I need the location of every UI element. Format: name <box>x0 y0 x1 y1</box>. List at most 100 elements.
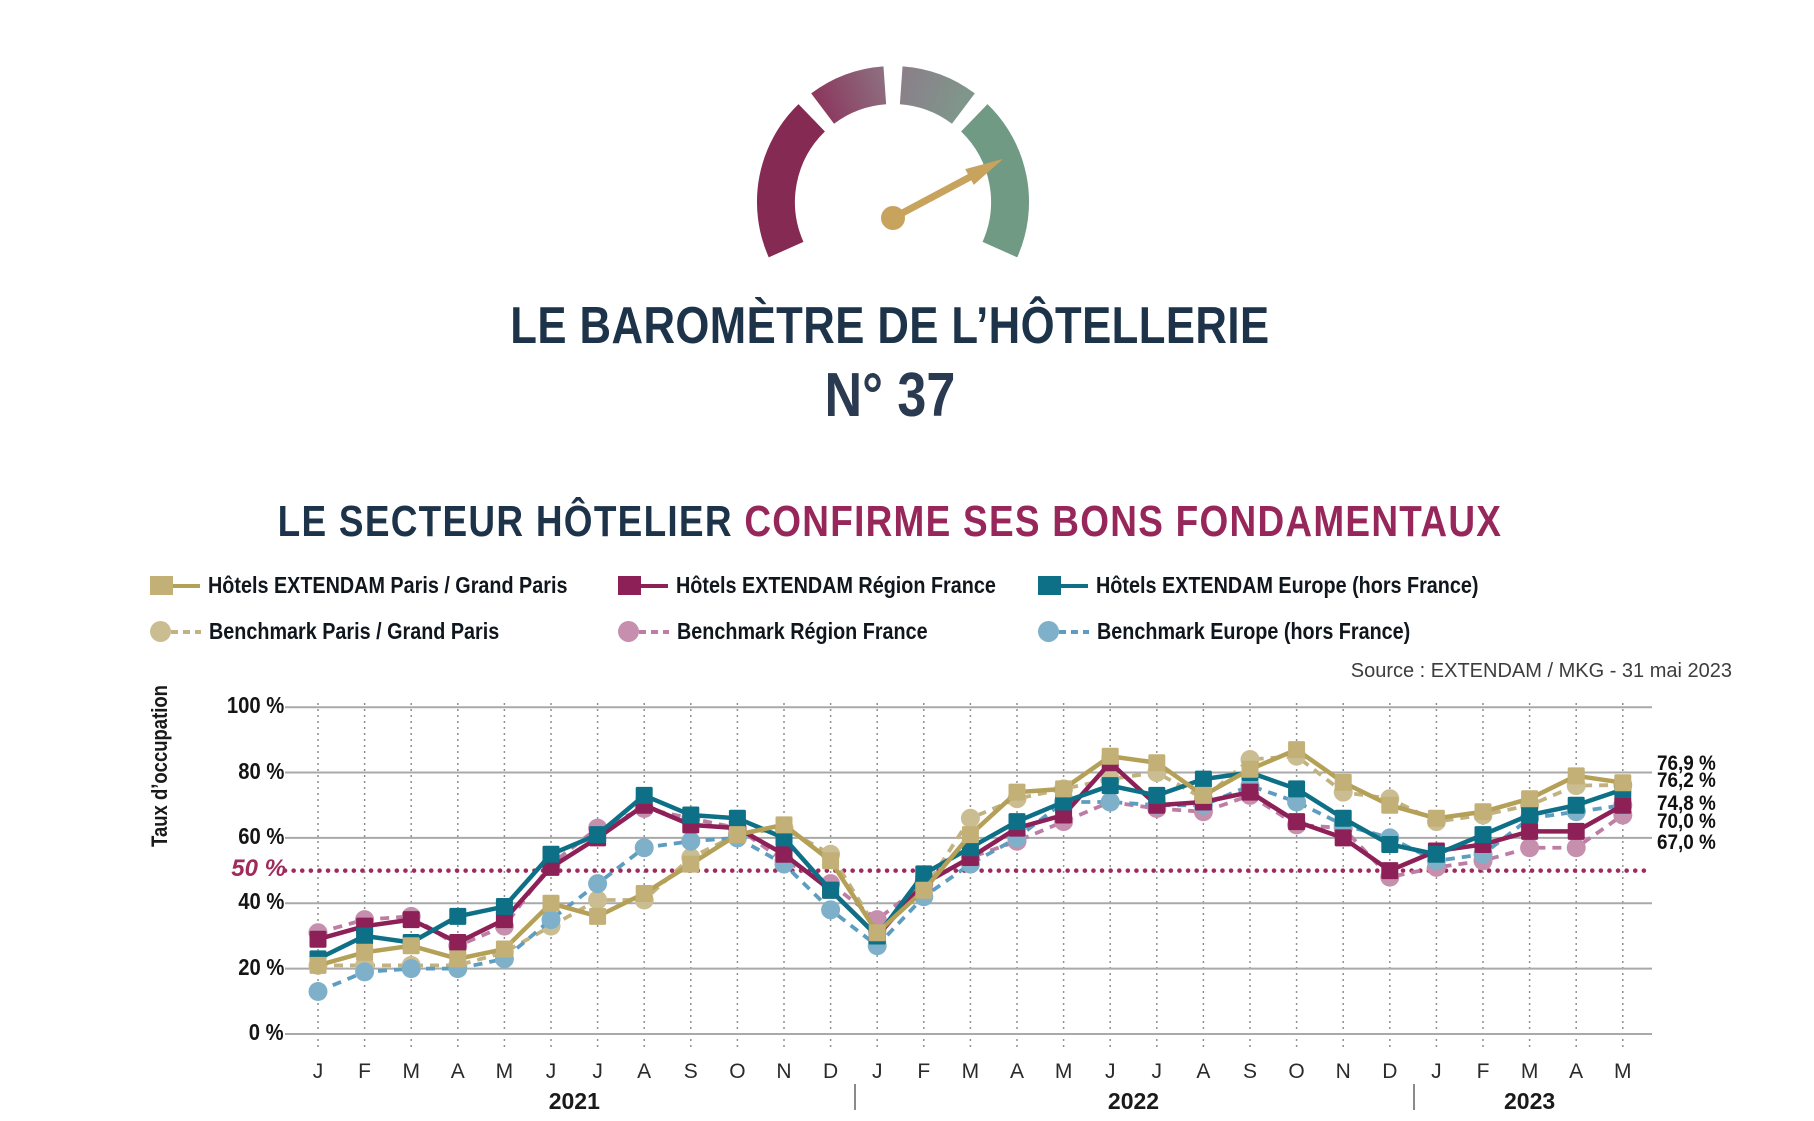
report-subtitle: LE SECTEUR HÔTELIER CONFIRME SES BONS FO… <box>0 497 1780 547</box>
month-label: O <box>729 1060 746 1083</box>
data-point-extendam_paris <box>1288 741 1306 759</box>
legend-square-marker-icon <box>618 576 641 595</box>
end-value-label-extendam_region: 70,0 % <box>1657 810 1716 833</box>
data-point-extendam_europe <box>1101 777 1119 795</box>
legend-solid-line-icon <box>173 583 200 588</box>
year-label: 2021 <box>548 1088 600 1114</box>
legend-dashed-line-icon <box>171 629 201 634</box>
data-point-extendam_region <box>775 845 793 863</box>
legend-label: Benchmark Paris / Grand Paris <box>209 618 500 644</box>
reference-line-label: 50 % <box>231 854 286 882</box>
legend-square-marker-icon <box>1038 576 1061 595</box>
data-point-extendam_paris <box>1614 774 1632 792</box>
month-label: S <box>683 1060 698 1083</box>
month-label: J <box>545 1060 557 1083</box>
data-point-extendam_region <box>1614 796 1632 814</box>
year-separator <box>853 1084 856 1110</box>
month-label: S <box>1242 1060 1257 1083</box>
data-point-extendam_paris <box>1427 809 1445 827</box>
data-point-extendam_region <box>542 858 560 876</box>
y-tick-label: 20 % <box>237 953 284 980</box>
data-point-extendam_paris <box>542 894 560 912</box>
data-point-extendam_europe <box>589 826 607 844</box>
data-point-extendam_region <box>1288 813 1306 831</box>
data-point-extendam_region <box>1381 862 1399 880</box>
data-point-benchmark_europe <box>681 831 701 851</box>
legend-label: Hôtels EXTENDAM Région France <box>676 572 996 598</box>
issue-number: N° 37 <box>824 361 956 430</box>
data-point-extendam_paris <box>961 826 979 844</box>
legend-item-extendam_europe: Hôtels EXTENDAM Europe (hors France) <box>1038 572 1541 598</box>
month-label: A <box>1009 1060 1024 1083</box>
data-point-extendam_europe <box>1194 770 1212 788</box>
data-point-extendam_region <box>1241 783 1259 801</box>
data-point-extendam_europe <box>356 927 374 945</box>
end-value-label-extendam_europe: 74,8 % <box>1657 792 1716 815</box>
month-label: M <box>1520 1060 1539 1083</box>
month-label: A <box>637 1060 652 1083</box>
year-label: 2023 <box>1504 1088 1556 1114</box>
data-point-extendam_paris <box>402 937 420 955</box>
data-point-extendam_paris <box>589 907 607 925</box>
data-point-extendam_europe <box>542 845 560 863</box>
data-point-extendam_paris <box>495 940 513 958</box>
data-point-extendam_region <box>1334 829 1352 847</box>
month-label: J <box>1151 1060 1163 1083</box>
legend-label: Benchmark Europe (hors France) <box>1097 618 1411 644</box>
month-label: J <box>1431 1060 1442 1083</box>
data-point-benchmark_paris <box>960 808 980 828</box>
data-point-extendam_region <box>449 933 467 951</box>
legend-item-benchmark_region: Benchmark Région France <box>618 618 968 644</box>
month-label: J <box>871 1060 883 1083</box>
data-point-extendam_europe <box>1288 780 1306 798</box>
data-point-extendam_paris <box>1334 773 1352 791</box>
legend-circle-marker-icon <box>1038 621 1059 642</box>
month-label: M <box>495 1060 514 1083</box>
month-label: J <box>312 1060 324 1083</box>
data-point-extendam_paris <box>1521 790 1539 808</box>
month-label: A <box>1196 1060 1211 1083</box>
month-label: F <box>917 1060 931 1083</box>
month-label: M <box>402 1060 420 1083</box>
legend-circle-marker-icon <box>150 621 171 642</box>
data-point-extendam_paris <box>1241 760 1259 778</box>
data-point-extendam_europe <box>682 806 700 824</box>
data-point-extendam_paris <box>682 855 700 873</box>
y-tick-label: 40 % <box>237 888 284 915</box>
data-point-extendam_paris <box>449 950 467 968</box>
gauge-icon <box>757 66 1029 258</box>
data-point-benchmark_paris <box>588 890 608 910</box>
data-point-extendam_paris <box>868 924 886 942</box>
y-tick-label: 60 % <box>237 822 284 849</box>
y-tick-label: 0 % <box>249 1019 284 1045</box>
month-label: M <box>961 1060 980 1083</box>
data-point-extendam_europe <box>1008 813 1026 831</box>
subtitle-dark-part: LE SECTEUR HÔTELIER <box>277 497 745 546</box>
data-point-benchmark_region <box>1520 838 1540 858</box>
y-tick-label: 80 % <box>237 757 284 784</box>
legend-solid-line-icon <box>641 583 668 588</box>
y-tick-label: 100 % <box>226 692 284 719</box>
data-point-extendam_europe <box>635 786 653 804</box>
data-point-extendam_europe <box>1381 835 1399 853</box>
data-point-extendam_europe <box>1474 826 1492 844</box>
legend-solid-line-icon <box>1061 583 1088 588</box>
month-label: D <box>823 1060 839 1083</box>
end-value-label-extendam_paris: 76,9 % <box>1657 752 1716 775</box>
data-point-extendam_europe <box>449 907 467 925</box>
data-point-extendam_europe <box>1427 845 1445 863</box>
data-point-extendam_paris <box>728 826 746 844</box>
data-point-extendam_paris <box>1008 783 1026 801</box>
data-point-benchmark_europe <box>1100 792 1120 812</box>
data-point-benchmark_europe <box>355 962 375 982</box>
data-point-benchmark_region <box>1566 838 1586 858</box>
data-point-extendam_europe <box>728 809 746 827</box>
data-point-extendam_paris <box>635 884 653 902</box>
data-point-extendam_paris <box>775 816 793 834</box>
data-point-benchmark_europe <box>401 959 421 979</box>
end-value-label-benchmark_paris: 76,2 % <box>1657 769 1716 792</box>
legend-label: Benchmark Région France <box>677 618 928 644</box>
data-point-extendam_region <box>1567 822 1585 840</box>
